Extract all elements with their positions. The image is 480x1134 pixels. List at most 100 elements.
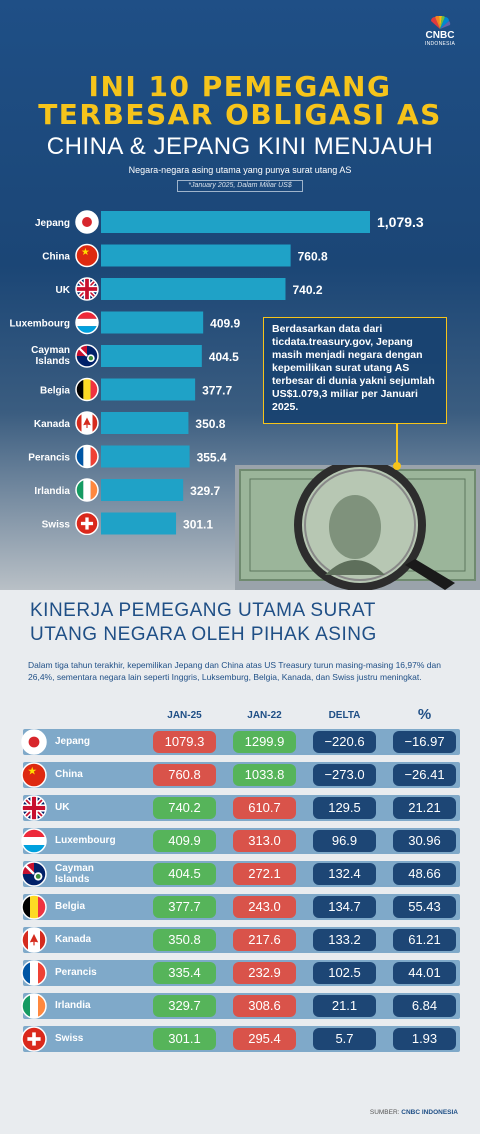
- cell-delta: 96.9: [313, 830, 376, 852]
- bar-1: [101, 244, 291, 267]
- row-country-name: Belgia: [55, 901, 86, 912]
- cell-jan25: 335.4: [153, 962, 216, 984]
- bar-4: [101, 345, 202, 367]
- row-country-name: UK: [55, 802, 70, 813]
- cell-pct: −26.41: [393, 764, 456, 786]
- bar-3: [101, 311, 204, 334]
- table-row: Jepang 1079.3 1299.9 −220.6 −16.97: [21, 729, 460, 755]
- cayman-flag-icon: [75, 344, 99, 368]
- table-row: Perancis 335.4 232.9 102.5 44.01: [21, 960, 460, 986]
- row-flag: [21, 993, 47, 1019]
- cell-delta: 134.7: [313, 896, 376, 918]
- bar-2: [101, 278, 286, 300]
- table-row: Luxembourg 409.9 313.0 96.9 30.96: [21, 828, 460, 854]
- cell-jan22: 295.4: [233, 1028, 296, 1050]
- bar-chart: Jepang 1,079.3 China ★ 760.8 UK 740.2 Luxembour…: [9, 210, 424, 535]
- japan-flag-icon: [21, 729, 47, 755]
- source-credit: SUMBER: CNBC INDONESIA: [370, 1109, 458, 1116]
- cell-jan22: 1299.9: [233, 731, 296, 753]
- row-flag: [21, 861, 47, 887]
- callout-box: Berdasarkan data dari ticdata.treasury.g…: [263, 317, 447, 424]
- bar-6: [101, 412, 189, 434]
- cell-delta: 21.1: [313, 995, 376, 1017]
- cell-jan25: 350.8: [153, 929, 216, 951]
- header-panel: CNBC INDONESIA INI 10 PEMEGANG TERBESAR …: [0, 0, 480, 590]
- bar-value-label: 1,079.3: [377, 214, 424, 230]
- bar-category-label: Belgia: [40, 386, 70, 397]
- svg-text:★: ★: [27, 764, 37, 777]
- section-title-line2: UTANG NEGARA OLEH PIHAK ASING: [30, 624, 377, 645]
- subtitle: Negara-negara asing utama yang punya sur…: [128, 165, 352, 175]
- cell-pct: 30.96: [393, 830, 456, 852]
- cell-delta: 132.4: [313, 863, 376, 885]
- cell-pct: 44.01: [393, 962, 456, 984]
- bar-category-label: Jepang: [35, 218, 70, 229]
- bar-value-label: 329.7: [190, 484, 220, 498]
- cell-pct: 55.43: [393, 896, 456, 918]
- row-flag: [21, 795, 47, 821]
- bar-category-label: China: [42, 252, 70, 263]
- china-flag-icon: ★: [21, 762, 47, 788]
- cell-pct: 21.21: [393, 797, 456, 819]
- bar-value-label: 301.1: [183, 518, 213, 532]
- row-country-name: Irlandia: [55, 1000, 91, 1011]
- cell-delta: −220.6: [313, 731, 376, 753]
- row-country-name: Perancis: [55, 967, 97, 978]
- cell-delta: 102.5: [313, 962, 376, 984]
- bar-value-label: 377.7: [202, 384, 232, 398]
- cell-jan25: 409.9: [153, 830, 216, 852]
- cell-delta: 129.5: [313, 797, 376, 819]
- bar-value-label: 409.9: [210, 317, 240, 331]
- cell-jan22: 217.6: [233, 929, 296, 951]
- table-row: Cayman Islands 404.5 272.1 132.4 48.66: [21, 861, 460, 887]
- title-line2: TERBESAR OBLIGASI AS: [38, 98, 442, 131]
- cell-jan25: 760.8: [153, 764, 216, 786]
- row-country-name: Swiss: [55, 1033, 84, 1044]
- bar-category-label: UK: [56, 285, 71, 296]
- bar-category-label: Perancis: [28, 453, 70, 464]
- bar-category-label: Luxembourg: [9, 319, 70, 330]
- cell-jan25: 1079.3: [153, 731, 216, 753]
- row-flag: [21, 927, 47, 953]
- bar-5: [101, 378, 196, 401]
- row-country-name: Cayman Islands: [55, 863, 94, 885]
- uk-flag-icon: [21, 795, 47, 821]
- france-flag-icon: [75, 444, 99, 469]
- bar-9: [101, 512, 177, 535]
- bar-category-label: Islands: [36, 356, 71, 367]
- switzerland-flag-icon: [21, 1026, 47, 1052]
- row-flag: [21, 960, 47, 986]
- callout-connector: [396, 424, 398, 464]
- cell-jan25: 740.2: [153, 797, 216, 819]
- uk-flag-icon: [75, 277, 99, 301]
- row-flag: [21, 1026, 47, 1052]
- bar-8: [101, 479, 184, 501]
- cell-pct: 6.84: [393, 995, 456, 1017]
- table-row: Irlandia 329.7 308.6 21.1 6.84: [21, 993, 460, 1019]
- row-flag: [21, 828, 47, 854]
- bar-0: [101, 211, 370, 233]
- source-label: SUMBER:: [369, 1109, 400, 1116]
- bar-value-label: 740.2: [292, 283, 322, 297]
- cell-jan25: 404.5: [153, 863, 216, 885]
- ireland-flag-icon: [75, 478, 99, 502]
- unit-note: *January 2025, Dalam Miliar US$: [177, 180, 303, 192]
- cell-pct: 1.93: [393, 1028, 456, 1050]
- row-flag: [21, 894, 47, 920]
- row-country-name: Luxembourg: [55, 835, 116, 846]
- cayman-flag-icon: [21, 861, 47, 887]
- col-header-jan22: JAN-22: [247, 710, 282, 721]
- cell-jan22: 308.6: [233, 995, 296, 1017]
- cell-jan25: 301.1: [153, 1028, 216, 1050]
- cell-delta: 133.2: [313, 929, 376, 951]
- peacock-icon: [431, 16, 451, 29]
- row-country-name: China: [55, 769, 83, 780]
- banknote-magnifier-image: [235, 465, 480, 590]
- bar-value-label: 355.4: [197, 451, 227, 465]
- title-line1: INI 10 PEMEGANG: [88, 70, 392, 103]
- table-row: UK 740.2 610.7 129.5 21.21: [21, 795, 460, 821]
- callout-dot: [393, 462, 401, 470]
- section-description: Dalam tiga tahun terakhir, kepemilikan J…: [28, 660, 441, 682]
- cell-pct: 48.66: [393, 863, 456, 885]
- logo-line2: INDONESIA: [424, 41, 456, 47]
